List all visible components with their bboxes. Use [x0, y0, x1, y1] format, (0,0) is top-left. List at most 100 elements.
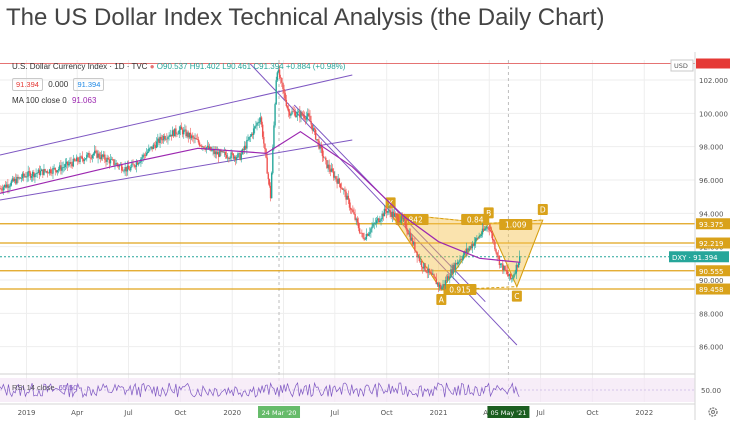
candle-body — [74, 160, 77, 162]
ma-legend: MA 100 close 0 91.063 — [12, 96, 96, 105]
candle-body — [326, 160, 328, 168]
candle — [24, 173, 26, 178]
candle — [380, 217, 382, 226]
candle-body — [496, 252, 498, 256]
candle-body — [312, 128, 315, 131]
candle — [15, 173, 17, 185]
candle-body — [440, 284, 442, 290]
candle-body — [92, 153, 95, 156]
candle — [286, 104, 289, 111]
candle-body — [348, 199, 351, 208]
candle — [456, 259, 459, 266]
candle-body — [431, 272, 433, 275]
candle-body — [490, 231, 493, 234]
candle — [426, 266, 428, 279]
candle-body — [109, 159, 112, 164]
candle — [489, 224, 492, 233]
candle-body — [397, 215, 399, 222]
candle — [282, 82, 284, 95]
ohlc-high: H91.402 — [189, 62, 220, 71]
candle — [280, 74, 282, 84]
candle — [46, 169, 49, 178]
candle — [264, 143, 266, 154]
candle — [375, 216, 378, 228]
candle-body — [123, 170, 125, 172]
candle-body — [215, 151, 218, 155]
candle-body — [497, 255, 499, 257]
candle — [323, 157, 326, 159]
price-level-tag-box — [696, 218, 730, 230]
candle-body — [281, 78, 283, 83]
candle-body — [304, 118, 307, 120]
candle-body — [178, 129, 180, 134]
candle — [291, 108, 293, 116]
candle — [11, 175, 14, 183]
candle — [145, 148, 148, 157]
candle — [90, 154, 93, 160]
candle — [82, 158, 85, 164]
candle-body — [298, 111, 300, 113]
highlighted-date-label: 05 May '21 — [490, 409, 526, 417]
buy-price-pill[interactable]: 91.394 — [73, 78, 105, 91]
candle-body — [462, 254, 465, 260]
candle-body — [505, 269, 507, 272]
candle-body — [213, 150, 215, 155]
candle — [66, 161, 69, 172]
candle — [490, 226, 493, 239]
ohlc-open: O90.537 — [156, 62, 188, 71]
candle — [56, 170, 59, 176]
candle — [169, 129, 171, 137]
gear-icon-inner — [711, 410, 715, 414]
candle-body — [443, 284, 445, 286]
candle-body — [169, 134, 171, 137]
candle-body — [139, 162, 141, 163]
candle — [81, 151, 83, 163]
candle — [332, 168, 335, 181]
candle-body — [170, 134, 173, 137]
candle — [325, 156, 327, 165]
candle — [444, 276, 446, 290]
candle-body — [39, 170, 42, 175]
candle — [268, 178, 271, 188]
candle-body — [401, 216, 404, 219]
sell-price-pill[interactable]: 91.394 — [12, 78, 43, 91]
candle-body — [22, 173, 25, 177]
candle-body — [358, 228, 361, 233]
candle — [427, 264, 430, 278]
candle — [71, 161, 73, 170]
gear-icon[interactable] — [708, 407, 718, 417]
candle — [107, 155, 109, 160]
candle-body — [362, 233, 364, 238]
candle-body — [69, 162, 71, 164]
candle-body — [45, 171, 47, 172]
candle-body — [180, 126, 183, 130]
candle-body — [154, 145, 157, 148]
candle-body — [506, 271, 508, 275]
candle — [349, 202, 352, 214]
candle — [455, 262, 458, 265]
candle — [346, 193, 348, 200]
candle — [420, 258, 423, 272]
candle — [431, 268, 433, 276]
candle-body — [167, 136, 169, 140]
candle-body — [106, 157, 108, 162]
pattern-ratio: 0.84 — [461, 214, 490, 225]
candle — [99, 152, 102, 163]
pattern-point-box — [511, 290, 522, 302]
chart-panel[interactable]: X A B C D 0.842 0.84 1.009 0.915 2019 Apr Jul Oct 20… — [0, 52, 731, 429]
candle — [114, 158, 116, 170]
candle — [337, 173, 339, 185]
candle-body — [445, 280, 448, 281]
candle — [447, 273, 450, 279]
candle — [390, 208, 392, 220]
candle — [12, 176, 15, 183]
candle-body — [419, 260, 422, 262]
candle-body — [337, 178, 339, 184]
candle — [261, 121, 264, 140]
candle — [453, 262, 456, 272]
candle — [54, 167, 56, 176]
candle — [435, 273, 437, 285]
candle — [487, 225, 489, 233]
candle-body — [507, 274, 510, 277]
